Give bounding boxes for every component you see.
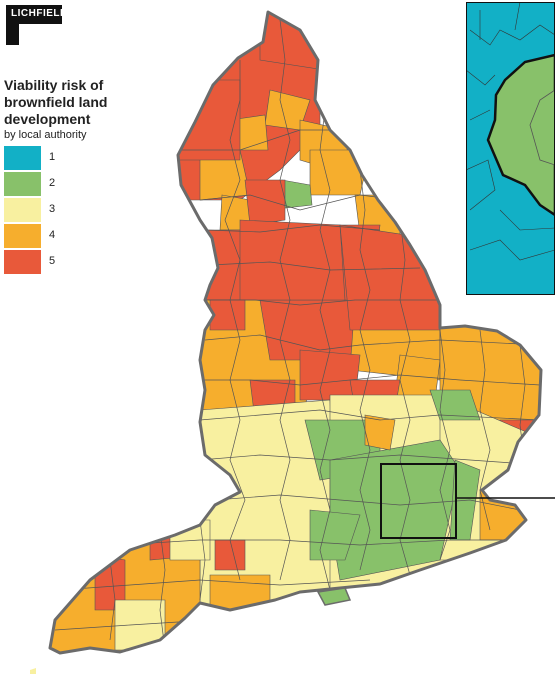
region (244, 179, 286, 226)
region (429, 389, 481, 421)
region (339, 224, 441, 331)
lichfields-logo: LICHFIELDS (6, 5, 74, 45)
isle-of-wight (316, 587, 352, 606)
logo-leg (6, 24, 19, 45)
inset-london-boundary (486, 53, 555, 217)
legend-label: 4 (49, 229, 56, 241)
legend-label: 2 (49, 177, 56, 189)
inset-london-centre (529, 89, 555, 166)
region (309, 509, 361, 561)
legend-label: 5 (49, 255, 56, 267)
legend-swatch (4, 250, 41, 274)
region (209, 574, 271, 611)
map-legend: Viability risk of brownfield land develo… (4, 77, 154, 276)
region (114, 599, 166, 651)
region (281, 179, 313, 209)
logo-text: LICHFIELDS (11, 8, 75, 19)
region-borders (54, 19, 541, 651)
legend-title: Viability risk of brownfield land develo… (4, 77, 108, 127)
legend-label: 1 (49, 151, 56, 163)
legend-item-2: 2 (4, 172, 154, 198)
region (364, 414, 396, 451)
region (214, 539, 246, 571)
legend-swatch (4, 146, 41, 170)
region (299, 349, 361, 401)
legend-swatch (4, 198, 41, 222)
region (259, 12, 326, 71)
legend-items: 1 2 3 4 5 (4, 146, 154, 276)
legend-label: 3 (49, 203, 56, 215)
legend-subtitle: by local authority (4, 129, 87, 141)
isles-of-scilly (30, 668, 36, 674)
legend-item-1: 1 (4, 146, 154, 172)
legend-item-4: 4 (4, 224, 154, 250)
england-outline (48, 10, 543, 655)
legend-swatch (4, 172, 41, 196)
region (239, 219, 346, 301)
london-inset (466, 2, 555, 295)
logo-bar: LICHFIELDS (6, 5, 74, 24)
legend-item-3: 3 (4, 198, 154, 224)
legend-item-5: 5 (4, 250, 154, 276)
legend-swatch (4, 224, 41, 248)
london-frame (380, 463, 457, 539)
